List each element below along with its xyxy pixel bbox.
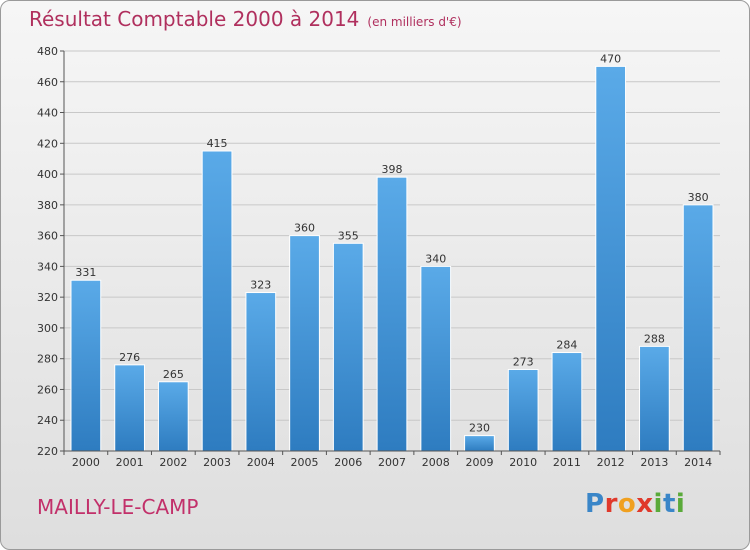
x-tick-label: 2002: [159, 456, 187, 469]
bar-value-label: 230: [469, 422, 490, 435]
bar: [114, 364, 145, 452]
y-tick-label: 440: [37, 107, 58, 120]
chart-title-text: Résultat Comptable 2000 à 2014: [29, 7, 360, 31]
chart-subtitle: (en milliers d'€): [367, 15, 462, 29]
bar-value-label: 398: [382, 163, 403, 176]
chart-title: Résultat Comptable 2000 à 2014 (en millie…: [29, 7, 462, 31]
y-tick-label: 340: [37, 260, 58, 273]
y-axis: 220 240 260 280 300 320 340 360 380 400 420 440 460 4…: [37, 45, 65, 458]
bar-value-label: 415: [207, 137, 228, 150]
y-tick-label: 300: [37, 322, 58, 335]
x-tick-label: 2008: [422, 456, 450, 469]
bar-value-label: 323: [250, 279, 271, 292]
x-tick-label: 2007: [378, 456, 406, 469]
logo-letter: i: [675, 489, 686, 519]
bar-value-label: 470: [600, 52, 621, 65]
y-tick-label: 220: [37, 445, 58, 458]
y-tick-label: 360: [37, 230, 58, 243]
y-tick-label: 260: [37, 383, 58, 396]
proxiti-logo: Proxiti: [585, 489, 685, 519]
x-tick-label: 2003: [203, 456, 231, 469]
y-tick-label: 420: [37, 137, 58, 150]
logo-letter: o: [617, 489, 637, 519]
y-tick-label: 380: [37, 199, 58, 212]
logo-letter: r: [604, 489, 618, 519]
bar-value-label: 276: [119, 351, 140, 364]
y-tick-label: 280: [37, 353, 58, 366]
bar: [682, 204, 714, 452]
x-tick-label: 2004: [247, 456, 275, 469]
y-tick-label: 320: [37, 291, 58, 304]
x-tick-label: 2000: [72, 456, 100, 469]
y-tick-label: 400: [37, 168, 58, 181]
bar: [289, 235, 320, 452]
logo-letter: t: [662, 489, 676, 519]
x-tick-label: 2005: [291, 456, 319, 469]
x-tick-label: 2014: [684, 456, 712, 469]
x-tick-label: 2009: [465, 456, 493, 469]
bar-value-label: 284: [556, 339, 577, 352]
x-tick-label: 2012: [597, 456, 625, 469]
bar: [595, 65, 627, 452]
x-tick-label: 2011: [553, 456, 581, 469]
bar: [70, 279, 102, 452]
bar-value-label: 380: [688, 191, 709, 204]
y-tick-label: 240: [37, 414, 58, 427]
logo-letter: i: [653, 489, 663, 519]
bar: [507, 368, 539, 452]
town-name: MAILLY-LE-CAMP: [37, 495, 199, 519]
y-tick-label: 460: [37, 76, 58, 89]
bar: [551, 352, 583, 452]
bar-value-label: 360: [294, 222, 315, 235]
bar: [420, 265, 452, 452]
bar: [464, 435, 495, 452]
logo-letter: P: [585, 489, 605, 519]
bar-value-label: 273: [513, 355, 534, 368]
bar: [157, 381, 189, 452]
x-tick-label: 2013: [640, 456, 668, 469]
bar: [332, 242, 364, 452]
y-tick-label: 480: [37, 45, 58, 58]
x-axis: 2000 2001 2002 2003 2004 2005 2006 2007 2008 2009…: [63, 450, 721, 469]
x-tick-label: 2006: [334, 456, 362, 469]
bar: [376, 176, 408, 452]
bar: [245, 292, 277, 452]
logo-letter: x: [636, 489, 654, 519]
bar-value-label: 288: [644, 332, 665, 345]
bars: 331 276 265 415 323 360 355 398 340 230 273 284 470 2…: [70, 52, 714, 452]
bar: [639, 345, 670, 452]
bar-value-label: 355: [338, 229, 359, 242]
x-tick-label: 2001: [116, 456, 144, 469]
bar: [201, 150, 233, 452]
bar-value-label: 331: [75, 266, 96, 279]
x-tick-label: 2010: [509, 456, 537, 469]
bar-value-label: 340: [425, 252, 446, 265]
bar-value-label: 265: [163, 368, 184, 381]
